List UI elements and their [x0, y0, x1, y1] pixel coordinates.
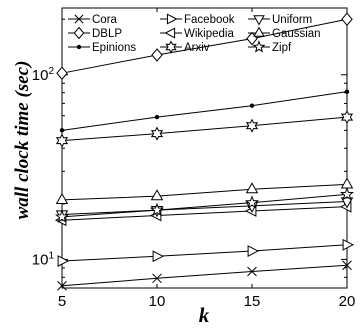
marker — [340, 197, 354, 209]
legend-item: Cora — [68, 14, 118, 26]
marker — [55, 192, 69, 205]
marker — [340, 177, 354, 189]
legend-item: Zipf — [248, 40, 292, 54]
marker — [164, 27, 176, 39]
legend-label: DBLP — [92, 28, 122, 40]
series-epinions — [59, 89, 350, 133]
marker — [76, 44, 82, 50]
x-tick-label: 5 — [58, 293, 66, 310]
series-line — [61, 244, 348, 262]
x-tick-label: 15 — [244, 293, 261, 310]
legend-label: Wikipedia — [184, 28, 234, 40]
marker — [149, 202, 165, 217]
legend: Cora DBLP Epinions Facebook Wikipedia Arxiv Un… — [68, 13, 321, 54]
series-line — [61, 206, 348, 221]
marker — [55, 133, 69, 148]
legend-item: Uniform — [248, 14, 312, 26]
series-line — [61, 116, 348, 142]
marker — [74, 14, 84, 24]
series-facebook — [57, 238, 355, 267]
series-layer — [54, 12, 355, 291]
series-line — [61, 200, 348, 216]
marker — [244, 195, 260, 209]
legend-label: Gaussian — [272, 28, 321, 40]
axes: 5 10 15 20 101 102 — [32, 8, 356, 310]
legend-label: Arxiv — [184, 42, 210, 54]
marker — [341, 12, 353, 26]
marker — [150, 126, 164, 141]
legend-item: Gaussian — [248, 26, 321, 40]
marker — [340, 110, 354, 125]
series-line — [61, 91, 348, 131]
legend-label: Epinions — [92, 42, 136, 54]
x-tick-label: 10 — [149, 293, 166, 310]
marker — [151, 48, 163, 62]
legend-label: Zipf — [272, 42, 292, 54]
marker — [253, 26, 265, 37]
legend-item: Arxiv — [160, 40, 210, 54]
marker — [154, 114, 160, 120]
series-line — [61, 193, 348, 218]
series-arxiv — [55, 110, 354, 148]
marker — [245, 182, 259, 194]
marker — [249, 103, 255, 108]
marker — [57, 280, 67, 291]
marker — [342, 260, 352, 271]
marker — [59, 128, 65, 133]
y-axis-title: wall clock time (sec) — [12, 61, 33, 220]
marker — [54, 209, 70, 223]
y-tick-label: 101 — [32, 250, 55, 268]
marker — [150, 189, 164, 201]
series-line — [61, 183, 348, 201]
marker — [247, 245, 260, 257]
legend-item: DBLP — [68, 26, 122, 40]
marker — [56, 66, 68, 80]
series-line — [61, 18, 348, 74]
x-axis-title: k — [199, 303, 210, 327]
x-tick-label: 20 — [339, 293, 356, 310]
marker — [253, 15, 265, 26]
marker — [165, 40, 177, 54]
marker — [152, 250, 165, 263]
series-cora — [57, 260, 352, 291]
marker — [344, 89, 350, 94]
legend-label: Cora — [92, 14, 118, 26]
y-tick-label: 102 — [32, 66, 55, 84]
series-uniform — [55, 197, 354, 222]
legend-label: Uniform — [272, 14, 312, 26]
marker — [57, 255, 70, 267]
series-gaussian — [55, 177, 354, 205]
marker — [245, 118, 259, 133]
marker — [342, 238, 355, 251]
series-zipf — [54, 186, 355, 223]
marker — [152, 273, 162, 284]
marker — [247, 266, 257, 277]
marker — [339, 186, 355, 201]
marker — [252, 40, 266, 53]
marker — [166, 13, 178, 25]
marker — [73, 26, 85, 40]
legend-item: Epinions — [68, 42, 136, 54]
series-line — [61, 264, 348, 287]
legend-item: Wikipedia — [160, 27, 234, 40]
legend-item: Facebook — [160, 13, 235, 26]
legend-label: Facebook — [184, 14, 235, 26]
series-wikipedia — [54, 200, 352, 227]
